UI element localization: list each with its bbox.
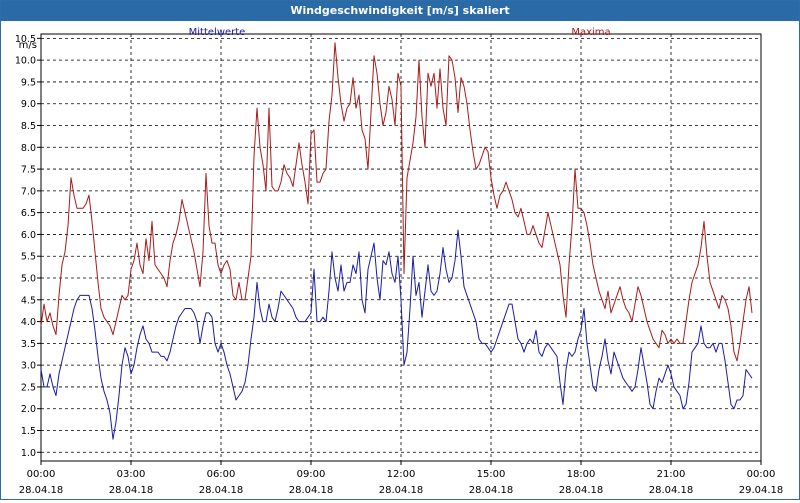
- x-tick-date: 28.04.18: [289, 485, 334, 496]
- x-tick-time: 18:00: [567, 469, 596, 480]
- series-line-maxima: [40, 42, 753, 362]
- x-tick-date: 28.04.18: [109, 485, 154, 496]
- y-tick-label: 9.0: [21, 99, 36, 110]
- x-tick-date: 28.04.18: [199, 485, 244, 496]
- y-tick-label: 1.0: [21, 448, 36, 459]
- y-tick-label: 8.5: [21, 121, 36, 132]
- grid-lines: [41, 34, 761, 461]
- window-title: Windgeschwindigkeit [m/s] skaliert: [1, 1, 799, 21]
- x-tick-time: 12:00: [387, 469, 416, 480]
- y-tick-label: 3.0: [21, 361, 36, 372]
- x-tick-date: 28.04.18: [19, 485, 64, 496]
- y-tick-label: 8.0: [21, 143, 36, 154]
- x-tick-date: 28.04.18: [379, 485, 424, 496]
- y-tick-label: 2.5: [21, 382, 36, 393]
- y-tick-label: 1.5: [21, 426, 36, 437]
- x-tick-time: 15:00: [477, 469, 506, 480]
- x-tick-time: 00:00: [27, 469, 56, 480]
- y-tick-label: 2.0: [21, 404, 36, 415]
- x-tick-time: 03:00: [117, 469, 146, 480]
- x-tick-time: 00:00: [747, 469, 776, 480]
- x-tick-time: 21:00: [657, 469, 686, 480]
- x-tick-date: 29.04.18: [739, 485, 784, 496]
- y-tick-label: 7.5: [21, 165, 36, 176]
- chart-area: 1.0 1.5 2.0 2.5 3.0 3.5 4.0 4.5 5.0 5.5 6.0 6.5 7.0 7…: [1, 22, 799, 499]
- wind-speed-chart: 1.0 1.5 2.0 2.5 3.0 3.5 4.0 4.5 5.0 5.5 6.0 6.5 7.0 7…: [15, 27, 784, 496]
- y-tick-label: 4.5: [21, 295, 36, 306]
- x-tick-time: 09:00: [297, 469, 326, 480]
- y-tick-label: 7.0: [21, 186, 36, 197]
- y-tick-label: 6.5: [21, 208, 36, 219]
- x-axis-ticks: 00:00 28.04.18 03:00 28.04.18 06:00 28.04.18 0…: [19, 461, 784, 496]
- series-line-mittelwerte: [40, 229, 753, 440]
- y-tick-label: 6.0: [21, 230, 36, 241]
- y-tick-label: 10.5: [15, 34, 36, 45]
- legend-maxima: Maxima: [571, 27, 610, 38]
- y-tick-label: 10.0: [15, 56, 36, 67]
- x-tick-date: 28.04.18: [649, 485, 694, 496]
- series-lines: [40, 42, 753, 440]
- legend-mittelwerte: Mittelwerte: [189, 27, 246, 38]
- y-tick-label: 3.5: [21, 339, 36, 350]
- y-tick-label: 4.0: [21, 317, 36, 328]
- y-tick-label: 9.5: [21, 77, 36, 88]
- y-tick-label: 5.5: [21, 252, 36, 263]
- y-tick-label: 5.0: [21, 274, 36, 285]
- x-tick-time: 06:00: [207, 469, 236, 480]
- x-tick-date: 28.04.18: [559, 485, 604, 496]
- y-axis-ticks: 1.0 1.5 2.0 2.5 3.0 3.5 4.0 4.5 5.0 5.5 6.0 6.5 7.0 7…: [15, 34, 41, 459]
- y-axis-label: m/s: [19, 40, 37, 51]
- x-tick-date: 28.04.18: [469, 485, 514, 496]
